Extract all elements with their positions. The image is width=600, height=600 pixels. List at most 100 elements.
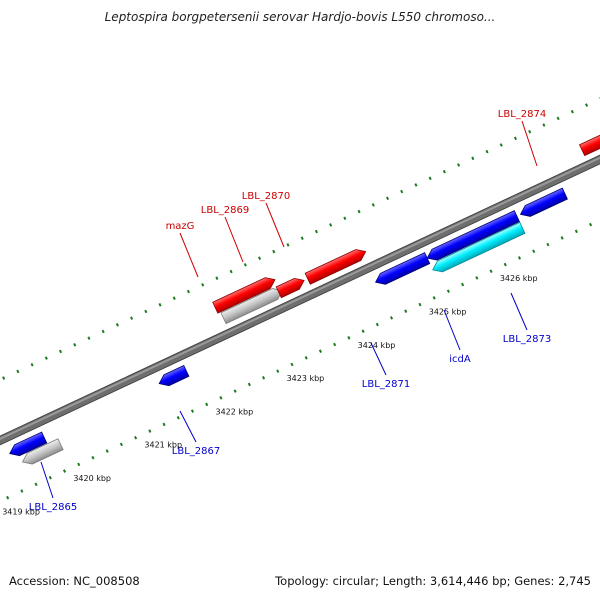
scale-label: 3426 kbp	[500, 274, 538, 283]
scale-tick	[333, 342, 337, 347]
scale-tick	[556, 116, 560, 121]
scale-label: 3423 kbp	[287, 374, 325, 383]
scale-tick	[357, 209, 361, 214]
gene-label-mazG[interactable]: mazG	[166, 221, 195, 232]
scale-tick	[485, 149, 489, 154]
connector-icdA	[443, 309, 461, 351]
gene-arrow-LBL_2865[interactable]	[7, 431, 48, 459]
scale-tick	[442, 169, 446, 174]
scale-tick	[233, 389, 237, 393]
gene-arrow-rev_long[interactable]	[425, 210, 520, 264]
scale-tick	[134, 435, 138, 440]
scale-tick	[560, 236, 564, 240]
scale-tick	[243, 263, 247, 267]
gene-arrow-LBL_2869[interactable]	[275, 275, 306, 299]
scale-tick	[48, 475, 52, 480]
scale-tick	[276, 369, 280, 373]
scale-tick	[314, 229, 318, 234]
gene-label-LBL_2870[interactable]: LBL_2870	[242, 191, 290, 202]
scale-tick	[546, 242, 550, 247]
scale-tick	[119, 442, 123, 447]
gene-label-icdA[interactable]: icdA	[449, 354, 471, 365]
scale-tick	[44, 356, 48, 360]
gene-arrow-LBL_2874[interactable]	[579, 132, 600, 157]
accession-text: Accession: NC_008508	[9, 574, 140, 588]
scale-tick	[87, 336, 91, 340]
scale-tick	[528, 129, 532, 134]
scale-tick	[428, 176, 432, 181]
scale-tick	[34, 482, 38, 487]
scale-tick	[77, 462, 81, 467]
scale-tick	[570, 109, 574, 114]
gene-arrow-mazG[interactable]	[212, 274, 278, 314]
scale-tick	[205, 402, 209, 407]
scale-tick	[461, 282, 465, 287]
scale-tick	[176, 415, 180, 420]
scale-tick	[148, 429, 152, 433]
scale-tick	[517, 256, 522, 260]
scale-tick	[432, 296, 436, 300]
scale-tick	[414, 183, 418, 187]
scale-tick	[385, 196, 390, 201]
scale-label: 3419 kbp	[2, 507, 40, 516]
inner-tick-track	[6, 222, 593, 500]
scale-label: 3422 kbp	[215, 407, 253, 416]
gene-label-LBL_2867[interactable]: LBL_2867	[172, 446, 220, 457]
scale-tick	[73, 343, 77, 347]
gene-label-LBL_2874[interactable]: LBL_2874	[498, 109, 546, 120]
gene-label-LBL_2865[interactable]: LBL_2865	[29, 502, 77, 513]
scale-tick	[404, 309, 408, 313]
connector-LBL_2867	[179, 410, 197, 443]
scale-tick	[101, 329, 105, 334]
scale-label: 3420 kbp	[73, 474, 111, 483]
scale-tick	[589, 222, 593, 227]
backbone-highlight	[0, 119, 600, 478]
scale-tick	[115, 323, 119, 327]
scale-tick	[219, 396, 223, 400]
scale-tick	[130, 316, 134, 320]
scale-tick	[62, 469, 67, 473]
gene-label-LBL_2869[interactable]: LBL_2869	[201, 205, 249, 216]
dna-strip	[0, 96, 600, 500]
scale-tick	[58, 349, 63, 354]
outer-tick-track	[2, 96, 600, 380]
scale-tick	[371, 203, 375, 207]
scale-tick	[574, 229, 578, 234]
scale-tick	[389, 316, 394, 320]
scale-tick	[215, 276, 219, 280]
scale-tick	[471, 156, 475, 161]
map-title: Leptospira borgpetersenii serovar Hardjo…	[104, 10, 496, 24]
scale-tick	[318, 349, 322, 353]
scale-tick	[585, 103, 589, 107]
scale-labels: 3419 kbp 3420 kbp 3421 kbp 3422 kbp 3423 kbp…	[2, 274, 537, 516]
gene-label-LBL_2871[interactable]: LBL_2871	[362, 379, 410, 390]
scale-tick	[158, 303, 162, 307]
gene-layer	[7, 132, 600, 468]
connector-LBL_2871	[370, 342, 387, 376]
gene-arrow-LBL_2873[interactable]	[518, 187, 568, 220]
gene-arrow-icdA[interactable]	[430, 221, 526, 275]
gene-arrow-rev_small[interactable]	[157, 364, 190, 389]
gene-arrow-LBL_2870[interactable]	[304, 246, 368, 285]
scale-label: 3424 kbp	[358, 341, 396, 350]
connector-LBL_2869	[224, 216, 244, 263]
scale-tick	[162, 422, 166, 427]
gene-label-LBL_2873[interactable]: LBL_2873	[503, 334, 551, 345]
gene-arrow-pseudo_a[interactable]	[20, 438, 64, 468]
genome-summary-text: Topology: circular; Length: 3,614,446 bp…	[275, 574, 591, 588]
gene-arrow-LBL_2871[interactable]	[373, 252, 431, 288]
scale-tick	[475, 276, 479, 280]
scale-tick	[105, 449, 109, 453]
scale-tick	[503, 262, 507, 267]
scale-tick	[6, 495, 10, 500]
scale-tick	[499, 143, 503, 147]
scale-tick	[446, 289, 450, 294]
scale-tick	[400, 189, 404, 194]
scale-tick	[542, 123, 546, 127]
scale-tick	[347, 336, 351, 340]
scale-tick	[262, 376, 266, 380]
scale-tick	[20, 489, 24, 493]
scale-tick	[418, 302, 422, 307]
scale-tick	[300, 236, 304, 241]
